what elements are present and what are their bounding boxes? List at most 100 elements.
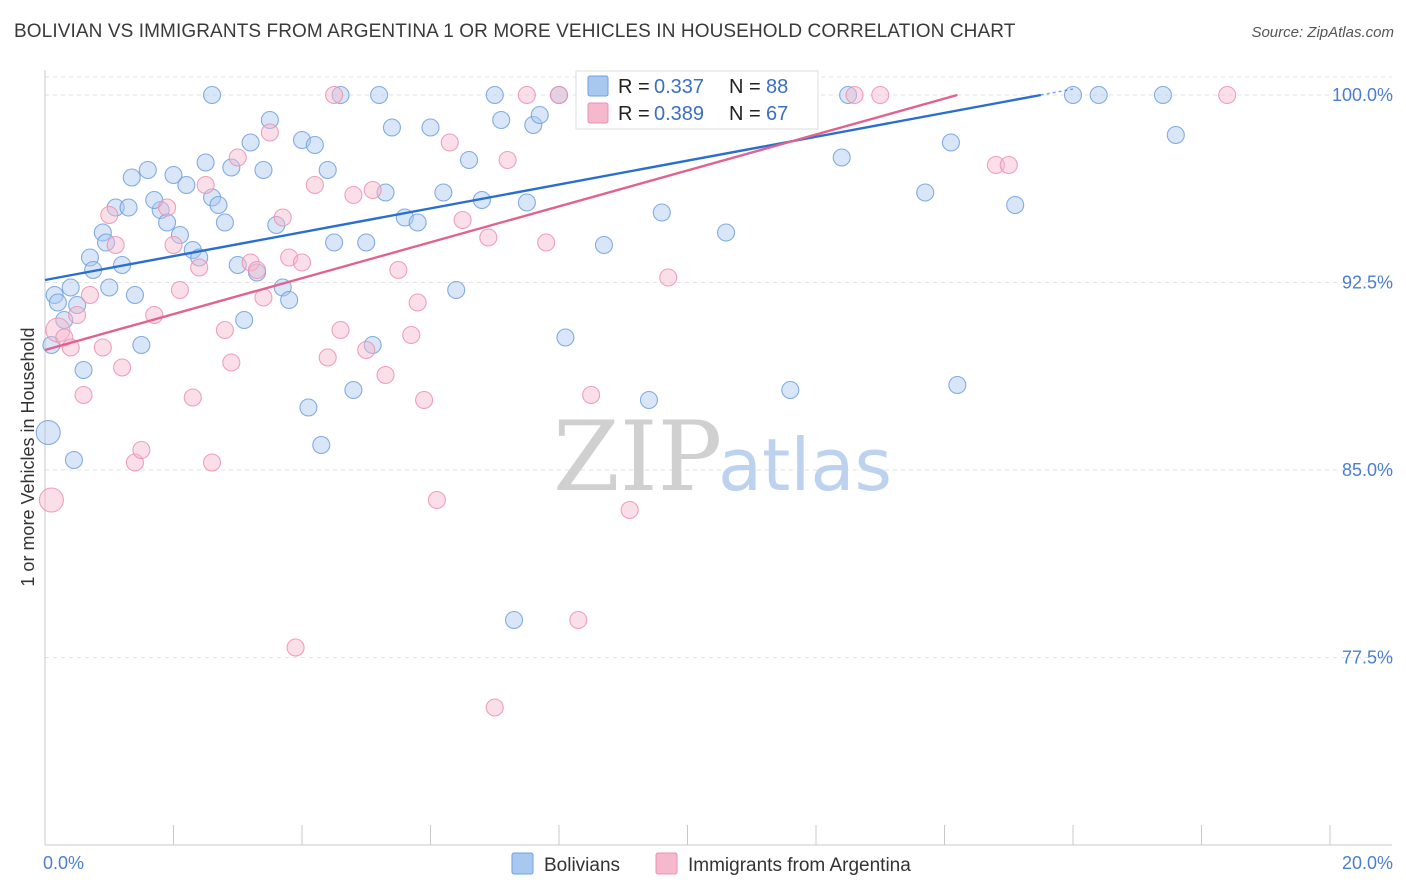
point-argentina bbox=[408, 293, 427, 312]
point-bolivians bbox=[209, 195, 228, 215]
legend-r-value-2: 0.389 bbox=[654, 103, 704, 125]
point-argentina bbox=[582, 385, 601, 405]
point-argentina bbox=[286, 638, 305, 657]
point-bolivians bbox=[524, 115, 543, 135]
y-tick-label: 85.0% bbox=[1342, 460, 1393, 480]
point-argentina bbox=[479, 228, 498, 247]
point-bolivians bbox=[941, 133, 960, 152]
point-argentina bbox=[415, 390, 434, 410]
point-argentina bbox=[74, 385, 93, 405]
point-bolivians bbox=[492, 110, 511, 130]
point-bolivians bbox=[158, 213, 177, 232]
point-bolivians bbox=[357, 233, 376, 252]
legend-swatch-blue bbox=[587, 75, 609, 97]
point-bolivians bbox=[132, 335, 151, 355]
point-argentina bbox=[325, 85, 344, 105]
watermark-zip: ZIP bbox=[553, 401, 722, 513]
point-bolivians bbox=[125, 285, 144, 305]
y-tick-label: 92.5% bbox=[1342, 273, 1393, 293]
point-argentina bbox=[389, 260, 408, 280]
point-bolivians bbox=[639, 390, 659, 410]
legend-n-label-1: N = bbox=[729, 76, 761, 98]
x-tick-labels: 0.0% 20.0% bbox=[43, 853, 1393, 873]
bottom-legend-label-argentina: Immigrants from Argentina bbox=[688, 855, 911, 876]
point-bolivians bbox=[1166, 125, 1185, 145]
point-argentina bbox=[549, 85, 569, 105]
point-bolivians bbox=[459, 150, 479, 170]
point-bolivians bbox=[447, 280, 466, 300]
point-argentina bbox=[485, 698, 504, 717]
point-bolivians bbox=[530, 105, 549, 125]
point-bolivians bbox=[556, 328, 575, 347]
point-argentina bbox=[659, 268, 678, 287]
point-argentina bbox=[357, 340, 376, 360]
point-argentina bbox=[215, 320, 234, 340]
point-bolivians bbox=[312, 435, 331, 455]
point-bolivians bbox=[222, 158, 241, 177]
point-bolivians bbox=[215, 213, 234, 232]
watermark-atlas: atlas bbox=[718, 423, 892, 507]
point-argentina bbox=[517, 85, 536, 105]
point-bolivians bbox=[1153, 85, 1172, 105]
point-argentina bbox=[537, 233, 556, 252]
point-argentina bbox=[222, 353, 241, 372]
point-argentina bbox=[45, 317, 71, 343]
point-bolivians bbox=[260, 110, 279, 130]
point-argentina bbox=[344, 185, 363, 205]
point-bolivians bbox=[504, 610, 524, 630]
point-argentina bbox=[158, 198, 177, 217]
point-bolivians bbox=[93, 223, 112, 242]
point-argentina bbox=[203, 453, 222, 472]
point-argentina bbox=[292, 253, 312, 272]
point-argentina bbox=[260, 123, 279, 142]
point-bolivians bbox=[170, 225, 189, 245]
y-tick-labels: 77.5% 85.0% 92.5% 100.0% bbox=[1332, 85, 1393, 668]
chart-title: BOLIVIAN VS IMMIGRANTS FROM ARGENTINA 1 … bbox=[14, 21, 1016, 42]
point-argentina bbox=[113, 358, 132, 377]
trend-line-argentina bbox=[44, 93, 958, 352]
point-bolivians bbox=[48, 293, 67, 312]
point-argentina bbox=[68, 305, 87, 325]
point-bolivians bbox=[196, 153, 215, 172]
point-argentina bbox=[170, 280, 189, 300]
point-argentina bbox=[80, 285, 100, 305]
x-tick-label-max: 20.0% bbox=[1342, 853, 1393, 873]
legend-n-value-2: 67 bbox=[766, 103, 788, 125]
point-bolivians bbox=[203, 85, 222, 105]
point-argentina bbox=[241, 253, 260, 272]
bottom-legend-swatch-argentina bbox=[655, 852, 678, 875]
bottom-legend: Bolivians Immigrants from Argentina bbox=[511, 852, 911, 876]
point-bolivians bbox=[948, 375, 967, 395]
point-bolivians bbox=[839, 85, 858, 105]
point-bolivians bbox=[485, 85, 504, 105]
legend-r-value-1: 0.337 bbox=[654, 76, 704, 98]
point-bolivians bbox=[305, 135, 324, 155]
point-bolivians bbox=[781, 380, 800, 400]
point-bolivians bbox=[916, 183, 935, 202]
gridlines bbox=[45, 76, 1392, 658]
point-argentina bbox=[453, 210, 472, 230]
point-bolivians bbox=[280, 290, 299, 310]
point-argentina bbox=[183, 388, 202, 407]
point-bolivians bbox=[594, 235, 614, 255]
point-argentina bbox=[106, 235, 125, 255]
legend-n-value-1: 88 bbox=[766, 76, 788, 98]
trend-lines bbox=[44, 88, 1074, 352]
point-argentina bbox=[93, 338, 112, 357]
axes bbox=[44, 70, 1392, 846]
point-bolivians bbox=[318, 160, 337, 180]
point-argentina bbox=[871, 85, 890, 105]
point-argentina bbox=[247, 260, 267, 280]
point-bolivians bbox=[100, 278, 119, 297]
point-bolivians bbox=[832, 148, 851, 167]
point-bolivians bbox=[331, 85, 350, 105]
point-argentina bbox=[318, 348, 337, 367]
point-bolivians bbox=[122, 168, 141, 187]
point-argentina bbox=[986, 155, 1005, 175]
point-bolivians bbox=[421, 118, 440, 137]
point-bolivians bbox=[1089, 85, 1108, 105]
y-tick-label: 77.5% bbox=[1342, 648, 1393, 668]
point-bolivians bbox=[74, 360, 93, 380]
point-argentina bbox=[164, 235, 183, 255]
point-bolivians bbox=[177, 175, 196, 195]
